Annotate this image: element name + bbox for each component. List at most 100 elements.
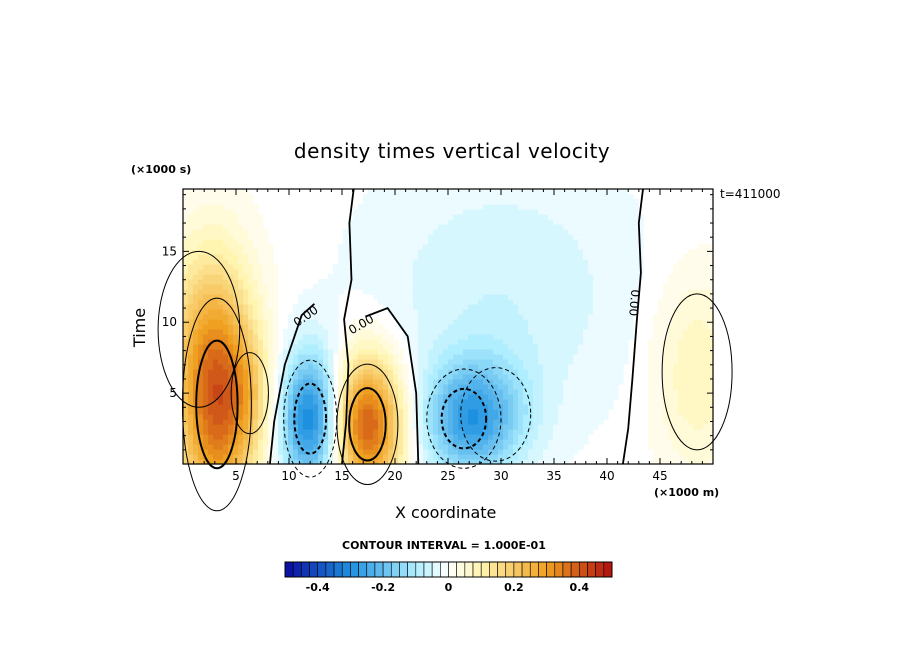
heatmap-cell: [443, 209, 449, 215]
heatmap-cell: [253, 289, 259, 295]
heatmap-cell: [388, 364, 394, 370]
heatmap-cell: [453, 344, 459, 350]
heatmap-cell: [618, 234, 624, 240]
heatmap-cell: [233, 334, 239, 340]
heatmap-cell: [578, 279, 584, 285]
heatmap-cell: [443, 359, 449, 365]
heatmap-cell: [493, 284, 499, 290]
heatmap-cell: [383, 279, 389, 285]
heatmap-cell: [223, 389, 229, 395]
heatmap-cell: [553, 209, 559, 215]
heatmap-cell: [703, 399, 709, 405]
heatmap-cell: [438, 369, 444, 375]
heatmap-cell: [288, 454, 294, 460]
heatmap-cell: [383, 204, 389, 210]
heatmap-cell: [543, 279, 549, 285]
heatmap-cell: [538, 424, 544, 430]
heatmap-cell: [378, 299, 384, 305]
heatmap-cell: [438, 194, 444, 200]
heatmap-cell: [308, 294, 314, 300]
heatmap-cell: [563, 334, 569, 340]
heatmap-cell: [493, 329, 499, 335]
heatmap-cell: [518, 434, 524, 440]
heatmap-cell: [538, 414, 544, 420]
heatmap-cell: [213, 374, 219, 380]
heatmap-cell: [483, 434, 489, 440]
heatmap-cell: [358, 429, 364, 435]
heatmap-cell: [543, 254, 549, 260]
heatmap-cell: [608, 384, 614, 390]
heatmap-cell: [513, 299, 519, 305]
heatmap-cell: [303, 369, 309, 375]
heatmap-cell: [183, 294, 189, 300]
heatmap-cell: [513, 219, 519, 225]
heatmap-cell: [268, 374, 274, 380]
heatmap-cell: [378, 254, 384, 260]
heatmap-cell: [553, 349, 559, 355]
heatmap-cell: [208, 189, 214, 195]
heatmap-cell: [458, 279, 464, 285]
heatmap-cell: [223, 439, 229, 445]
heatmap-cell: [278, 449, 284, 455]
heatmap-cell: [668, 419, 674, 425]
heatmap-cell: [503, 429, 509, 435]
heatmap-cell: [343, 364, 349, 370]
heatmap-cell: [358, 249, 364, 255]
heatmap-cell: [618, 274, 624, 280]
heatmap-cell: [343, 449, 349, 455]
heatmap-cell: [433, 389, 439, 395]
heatmap-cell: [543, 354, 549, 360]
heatmap-cell: [468, 224, 474, 230]
heatmap-cell: [583, 254, 589, 260]
heatmap-cell: [573, 339, 579, 345]
heatmap-cell: [438, 399, 444, 405]
heatmap-cell: [513, 224, 519, 230]
heatmap-cell: [603, 349, 609, 355]
heatmap-cell: [448, 284, 454, 290]
heatmap-cell: [258, 444, 264, 450]
heatmap-cell: [498, 334, 504, 340]
heatmap-cell: [608, 274, 614, 280]
heatmap-cell: [478, 234, 484, 240]
heatmap-cell: [218, 354, 224, 360]
heatmap-cell: [268, 284, 274, 290]
heatmap-cell: [468, 219, 474, 225]
heatmap-cell: [373, 349, 379, 355]
heatmap-cell: [248, 229, 254, 235]
heatmap-cell: [448, 269, 454, 275]
heatmap-cell: [473, 399, 479, 405]
heatmap-cell: [228, 249, 234, 255]
heatmap-cell: [358, 244, 364, 250]
heatmap-cell: [228, 384, 234, 390]
heatmap-cell: [578, 359, 584, 365]
heatmap-cell: [363, 379, 369, 385]
heatmap-cell: [193, 454, 199, 460]
heatmap-cell: [353, 214, 359, 220]
heatmap-cell: [373, 199, 379, 205]
heatmap-cell: [258, 319, 264, 325]
heatmap-cell: [423, 399, 429, 405]
heatmap-cell: [673, 334, 679, 340]
heatmap-cell: [513, 409, 519, 415]
heatmap-cell: [458, 314, 464, 320]
heatmap-cell: [498, 249, 504, 255]
heatmap-cell: [443, 234, 449, 240]
heatmap-cell: [253, 264, 259, 270]
heatmap-cell: [338, 399, 344, 405]
heatmap-cell: [423, 239, 429, 245]
heatmap-cell: [538, 209, 544, 215]
heatmap-cell: [523, 334, 529, 340]
heatmap-cell: [438, 329, 444, 335]
heatmap-cell: [258, 244, 264, 250]
heatmap-cell: [533, 314, 539, 320]
heatmap-cell: [698, 309, 704, 315]
heatmap-cell: [708, 399, 714, 405]
heatmap-cell: [508, 384, 514, 390]
heatmap-cell: [708, 384, 714, 390]
heatmap-cell: [683, 354, 689, 360]
heatmap-cell: [448, 309, 454, 315]
heatmap-cell: [473, 319, 479, 325]
heatmap-cell: [603, 369, 609, 375]
heatmap-cell: [683, 359, 689, 365]
heatmap-cell: [188, 219, 194, 225]
